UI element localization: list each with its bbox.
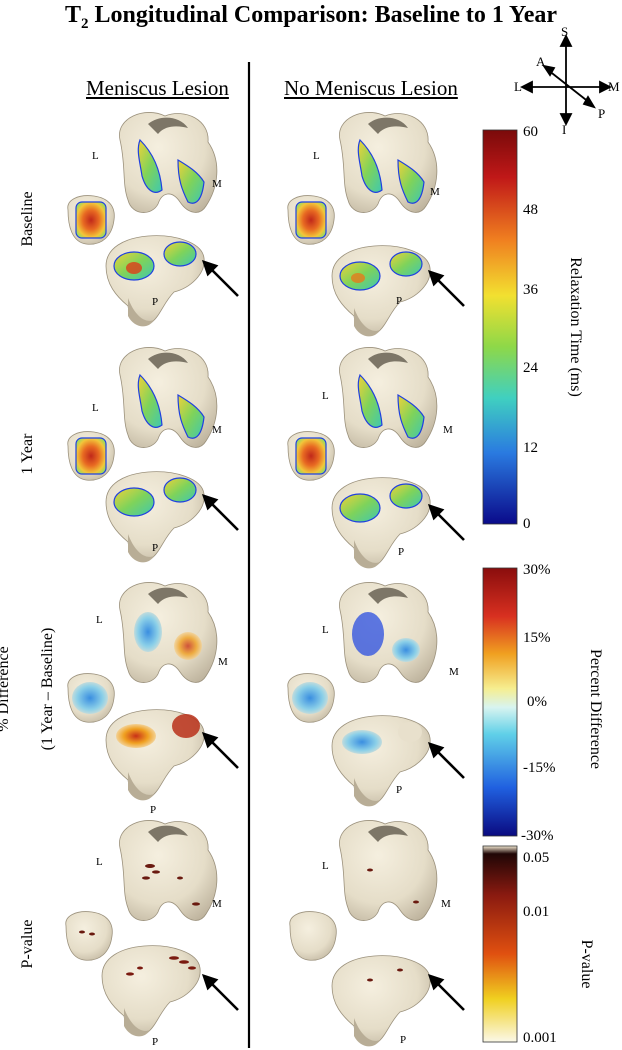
knee-label-p: P: [396, 784, 403, 796]
knee-label-m: M: [430, 186, 440, 198]
knee-label-p: P: [152, 1036, 159, 1048]
knee-label-p: P: [400, 1034, 407, 1046]
p-value-tick: 0.05: [523, 850, 550, 866]
relaxation-colorbar-label: Relaxation Time (ms): [567, 257, 584, 397]
compass-label-m: M: [608, 79, 620, 94]
compass-label-i: I: [562, 122, 567, 137]
p-value-tick: 0.001: [523, 1030, 557, 1046]
compass-label-p: P: [598, 106, 606, 121]
knee-label-l: L: [96, 614, 103, 626]
knee-label-p: P: [150, 804, 157, 816]
figure-title: T2 Longitudinal Comparison: Baseline to …: [65, 2, 557, 32]
percent-colorbar-label: Percent Difference: [587, 648, 604, 770]
relaxation-tick: 24: [523, 360, 538, 376]
knee-label-l: L: [96, 856, 103, 868]
knee-label-p: P: [398, 546, 405, 558]
knee-label-p: P: [396, 295, 403, 307]
percent-tick: -15%: [523, 760, 556, 776]
knee-label-l: L: [92, 150, 99, 162]
percent-difference-colorbar: [482, 567, 518, 837]
knee-label-m: M: [443, 424, 453, 436]
column-heading-meniscus-lesion: Meniscus Lesion: [86, 76, 229, 100]
relaxation-tick: 36: [523, 282, 538, 298]
p-value-tick: 0.01: [523, 904, 550, 920]
orientation-compass-icon: [519, 33, 613, 127]
knee-label-m: M: [218, 656, 228, 668]
percent-tick: 15%: [523, 630, 551, 646]
relaxation-tick: 0: [523, 516, 531, 532]
knee-label-l: L: [322, 624, 329, 636]
relaxation-tick: 48: [523, 202, 538, 218]
relaxation-tick: 60: [523, 124, 538, 140]
compass-label-l: L: [514, 79, 522, 94]
knee-label-l: L: [313, 150, 320, 162]
knee-label-m: M: [441, 898, 451, 910]
percent-tick: 30%: [523, 562, 551, 578]
knee-label-p: P: [152, 542, 159, 554]
p-value-colorbar: [482, 845, 518, 1043]
knee-label-p: P: [152, 296, 159, 308]
knee-label-m: M: [212, 898, 222, 910]
compass-label-s: S: [561, 24, 569, 39]
compass-label-a: A: [536, 54, 546, 69]
relaxation-tick: 12: [523, 440, 538, 456]
arrow-icons: [201, 259, 465, 1011]
knee-label-l: L: [322, 390, 329, 402]
knee-label-l: L: [322, 860, 329, 872]
knee-label-m: M: [449, 666, 459, 678]
knee-label-m: M: [212, 178, 222, 190]
percent-tick: 0%: [527, 694, 547, 710]
p-value-colorbar-label: P-value: [578, 939, 595, 989]
knee-label-l: L: [92, 402, 99, 414]
column-heading-no-meniscus-lesion: No Meniscus Lesion: [284, 76, 458, 100]
knee-label-m: M: [212, 424, 222, 436]
percent-tick: -30%: [521, 828, 554, 844]
relaxation-colorbar: [482, 129, 518, 525]
